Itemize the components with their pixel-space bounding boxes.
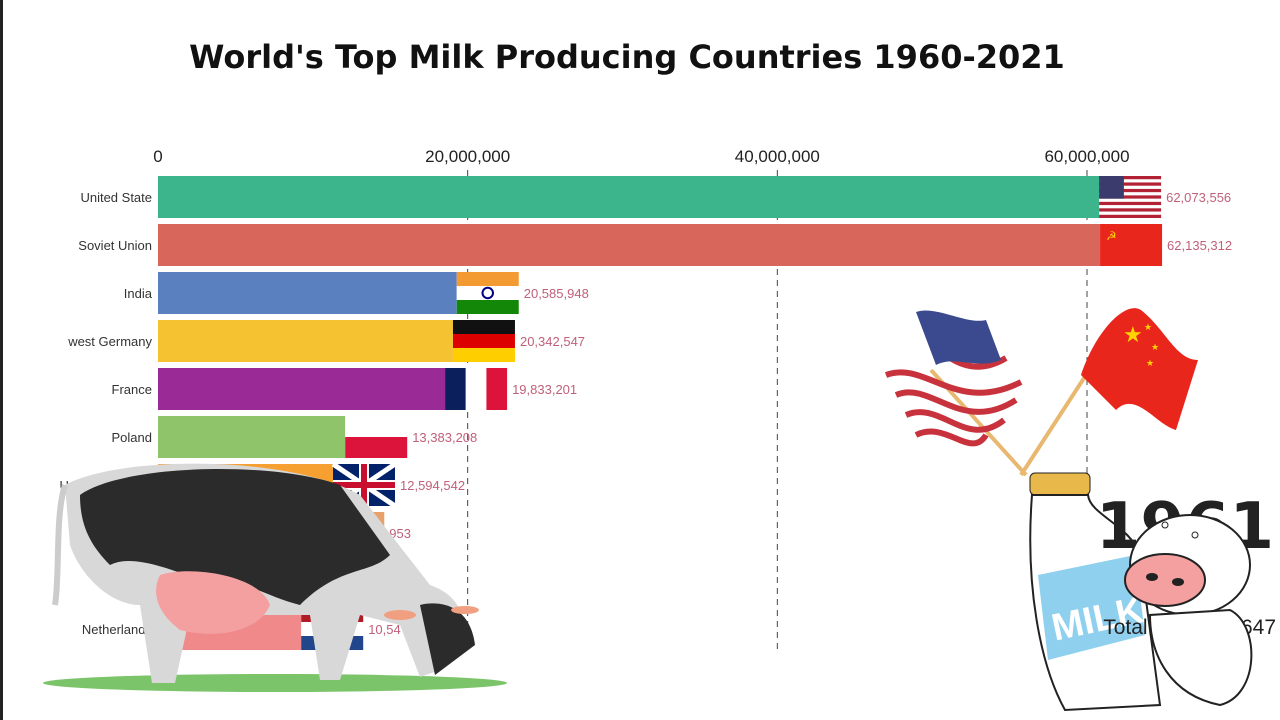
- uk-flag-icon: [331, 461, 397, 509]
- category-label: Soviet Union: [78, 238, 152, 253]
- svg-text:☭: ☭: [1106, 229, 1117, 243]
- value-label: 953: [389, 526, 411, 541]
- category-label: Poland: [112, 430, 152, 445]
- svg-text:★: ★: [1144, 322, 1152, 332]
- value-label: 20,342,547: [520, 334, 585, 349]
- bar: [158, 416, 346, 458]
- bar: [158, 320, 453, 362]
- category-label: India: [124, 286, 153, 301]
- x-tick-label: 0: [153, 147, 162, 166]
- china-waving-flag-icon: ★ ★ ★ ★: [1081, 308, 1198, 430]
- usa-waving-flag-icon: [881, 308, 1023, 447]
- bar-row: west Germany 20,342,547: [67, 320, 585, 362]
- category-label: west Germany: [67, 334, 152, 349]
- value-label: 62,073,556: [1166, 190, 1231, 205]
- chart-title: World's Top Milk Producing Countries 196…: [189, 38, 1065, 76]
- ussr-flag-icon: ☭: [1100, 224, 1163, 266]
- value-label: 12,594,542: [400, 478, 465, 493]
- bar-row: Poland 13,383,208: [112, 416, 477, 458]
- west-germany-flag-icon: [452, 320, 515, 362]
- bar-row: United State 62,073,556: [80, 176, 1231, 218]
- x-tick-label: 40,000,000: [735, 147, 820, 166]
- bar: [158, 368, 446, 410]
- category-label: Netherlands: [82, 622, 153, 637]
- x-tick-label: 20,000,000: [425, 147, 510, 166]
- france-flag-icon: [445, 368, 508, 410]
- value-label: 62,135,312: [1167, 238, 1232, 253]
- bar: [158, 176, 1100, 218]
- crossed-flags-illustration: ★ ★ ★ ★: [881, 308, 1198, 477]
- x-tick-label: 60,000,000: [1044, 147, 1129, 166]
- cartoon-cow-face-illustration: [1124, 514, 1253, 707]
- bar: [158, 272, 457, 314]
- usa-flag-icon: [1099, 176, 1162, 218]
- svg-text:★: ★: [1151, 342, 1159, 352]
- category-label: France: [112, 382, 152, 397]
- poland-flag-icon: [345, 416, 408, 458]
- svg-text:★: ★: [1123, 322, 1143, 347]
- value-label: 19,833,201: [512, 382, 577, 397]
- bar-row: ☭ Soviet Union 62,135,312: [78, 224, 1232, 266]
- india-flag-icon: [456, 272, 519, 314]
- value-label: 20,585,948: [524, 286, 589, 301]
- bar: [158, 224, 1101, 266]
- bar-row: India 20,585,948: [124, 272, 589, 314]
- svg-text:★: ★: [1146, 358, 1154, 368]
- cow-illustration: [43, 463, 507, 692]
- category-label: United State: [80, 190, 152, 205]
- milk-bottle-cartoon-illustration: MILK: [1029, 472, 1162, 712]
- bar-row: France 19,833,201: [112, 368, 577, 410]
- left-border: [0, 0, 3, 720]
- value-label: 13,383,208: [412, 430, 477, 445]
